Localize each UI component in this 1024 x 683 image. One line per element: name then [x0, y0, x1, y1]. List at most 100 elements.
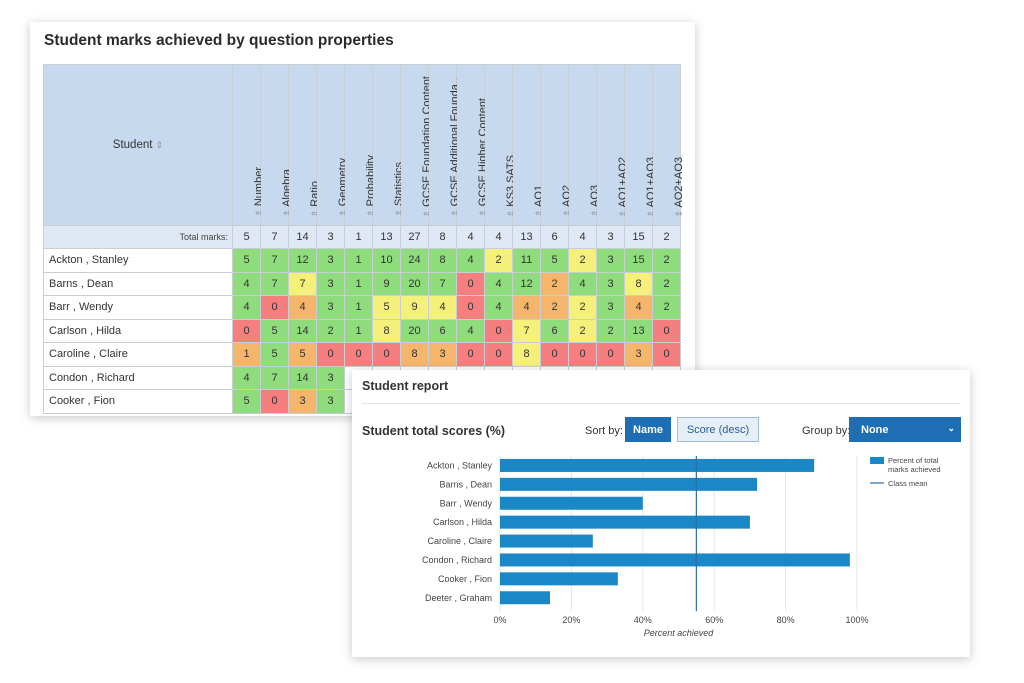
column-header[interactable]: ⇕ AO2	[540, 64, 573, 226]
mark-cell: 0	[484, 342, 513, 367]
table-row[interactable]: Ackton , Stanley 5 7 12 3 1 10 24 8 4 2 11 5 2 3 15 2	[43, 248, 681, 273]
mark-cell: 4	[484, 271, 513, 296]
total-cell: 4	[484, 225, 513, 249]
student-header-label: Student	[112, 139, 153, 151]
column-header[interactable]: ⇕ GCSE Foundation Content	[400, 64, 433, 226]
column-header[interactable]: ⇕ KS3 SATS	[484, 64, 517, 226]
mark-cell: 2	[568, 318, 597, 343]
mark-cell: 0	[484, 318, 513, 343]
total-cell: 1	[344, 225, 373, 249]
student-report-panel: Student report Student total scores (%) …	[352, 370, 970, 657]
table-row[interactable]: Carlson , Hilda 0 5 14 2 1 8 20 6 4 0 7 6 2 2 13 0	[43, 318, 681, 343]
column-header[interactable]: ⇕ GCSE Additional Founda..	[428, 64, 461, 226]
mark-cell: 20	[400, 271, 429, 296]
column-name: AO2+AO3	[672, 156, 685, 210]
group-by-value: None	[861, 423, 889, 436]
mark-cell: 3	[316, 248, 345, 273]
bar	[500, 458, 815, 472]
total-marks-label: Total marks:	[43, 225, 233, 249]
student-name: Caroline , Claire	[43, 342, 233, 367]
x-tick-label: 0%	[493, 615, 506, 625]
mark-cell: 6	[540, 318, 569, 343]
report-title: Student report	[362, 379, 449, 393]
group-by-select[interactable]: None ⌄	[849, 417, 961, 442]
mark-cell: 4	[456, 248, 485, 273]
mark-cell: 5	[232, 389, 261, 414]
mark-cell: 5	[260, 342, 289, 367]
category-label: Condon , Richard	[422, 555, 492, 565]
mark-cell: 8	[400, 342, 429, 367]
student-name: Barr , Wendy	[43, 295, 233, 320]
column-header[interactable]: ⇕ Geometry	[316, 64, 349, 226]
column-header[interactable]: ⇕ Statistics	[372, 64, 405, 226]
column-header[interactable]: ⇕ Probability	[344, 64, 377, 226]
student-column-header[interactable]: Student ⇕	[43, 64, 233, 226]
table-row[interactable]: Barns , Dean 4 7 7 3 1 9 20 7 0 4 12 2 4 3 8 2	[43, 271, 681, 296]
bar	[500, 572, 618, 586]
mark-cell: 5	[232, 248, 261, 273]
category-label: Barns , Dean	[439, 479, 492, 489]
mark-cell: 10	[372, 248, 401, 273]
mark-cell: 2	[484, 248, 513, 273]
sort-by-name-button[interactable]: Name	[625, 417, 671, 442]
mark-cell: 4	[232, 271, 261, 296]
column-header[interactable]: ⇕ GCSE Higher Content	[456, 64, 489, 226]
column-header[interactable]: ⇕ AO3	[568, 64, 601, 226]
column-header[interactable]: ⇕ AO1+AO3	[624, 64, 657, 226]
mark-cell: 0	[232, 318, 261, 343]
table-row[interactable]: Caroline , Claire 1 5 5 0 0 0 8 3 0 0 8 0 0 0 3 0	[43, 342, 681, 367]
mark-cell: 3	[596, 295, 625, 320]
divider	[362, 403, 960, 404]
group-by-label: Group by:	[802, 425, 851, 437]
marks-panel: Student marks achieved by question prope…	[30, 22, 695, 416]
mark-cell: 0	[540, 342, 569, 367]
sort-icon[interactable]: ⇕	[155, 140, 164, 150]
mark-cell: 4	[484, 295, 513, 320]
column-header[interactable]: ⇕ Ratio	[288, 64, 321, 226]
mark-cell: 20	[400, 318, 429, 343]
total-cell: 13	[372, 225, 401, 249]
total-cell: 4	[456, 225, 485, 249]
sort-by-score-button[interactable]: Score (desc)	[677, 417, 759, 442]
column-header[interactable]: ⇕ AO2+AO3	[652, 64, 685, 226]
mark-cell: 3	[316, 295, 345, 320]
mark-cell: 2	[652, 295, 681, 320]
mark-cell: 7	[512, 318, 541, 343]
mark-cell: 8	[512, 342, 541, 367]
mark-cell: 3	[316, 389, 345, 414]
mark-cell: 0	[260, 389, 289, 414]
mark-cell: 2	[596, 318, 625, 343]
column-header[interactable]: ⇕ Algebra	[260, 64, 293, 226]
column-header[interactable]: ⇕ AO1	[512, 64, 545, 226]
student-scores-chart: 0% 20% 40% 60% 80% 100% Ackton , Stanley Barns …	[422, 456, 941, 638]
mark-cell: 3	[316, 271, 345, 296]
mark-cell: 5	[372, 295, 401, 320]
column-header[interactable]: ⇕ Number	[232, 64, 265, 226]
sort-icon[interactable]: ⇕	[673, 209, 684, 217]
student-name: Barns , Dean	[43, 271, 233, 296]
mark-cell: 0	[456, 342, 485, 367]
mark-cell: 4	[568, 271, 597, 296]
mark-cell: 14	[288, 365, 317, 390]
column-header[interactable]: ⇕ AO1+AO2	[596, 64, 629, 226]
mark-cell: 4	[512, 295, 541, 320]
bar	[500, 534, 593, 548]
mark-cell: 0	[456, 271, 485, 296]
student-name: Cooker , Fion	[43, 389, 233, 414]
bar	[500, 553, 850, 567]
bar	[500, 477, 758, 491]
mark-cell: 5	[540, 248, 569, 273]
mark-cell: 1	[344, 318, 373, 343]
table-row[interactable]: Barr , Wendy 4 0 4 3 1 5 9 4 0 4 4 2 2 3 4 2	[43, 295, 681, 320]
mark-cell: 7	[260, 271, 289, 296]
student-name: Condon , Richard	[43, 365, 233, 390]
mark-cell: 4	[456, 318, 485, 343]
mark-cell: 3	[596, 248, 625, 273]
mark-cell: 14	[288, 318, 317, 343]
mark-cell: 3	[288, 389, 317, 414]
x-tick-label: 80%	[777, 615, 795, 625]
mark-cell: 11	[512, 248, 541, 273]
marks-header-row: Student ⇕ ⇕ Number ⇕ Algebra ⇕ Ratio ⇕ Geom…	[43, 64, 685, 226]
mark-cell: 4	[232, 295, 261, 320]
category-label: Barr , Wendy	[440, 498, 493, 508]
